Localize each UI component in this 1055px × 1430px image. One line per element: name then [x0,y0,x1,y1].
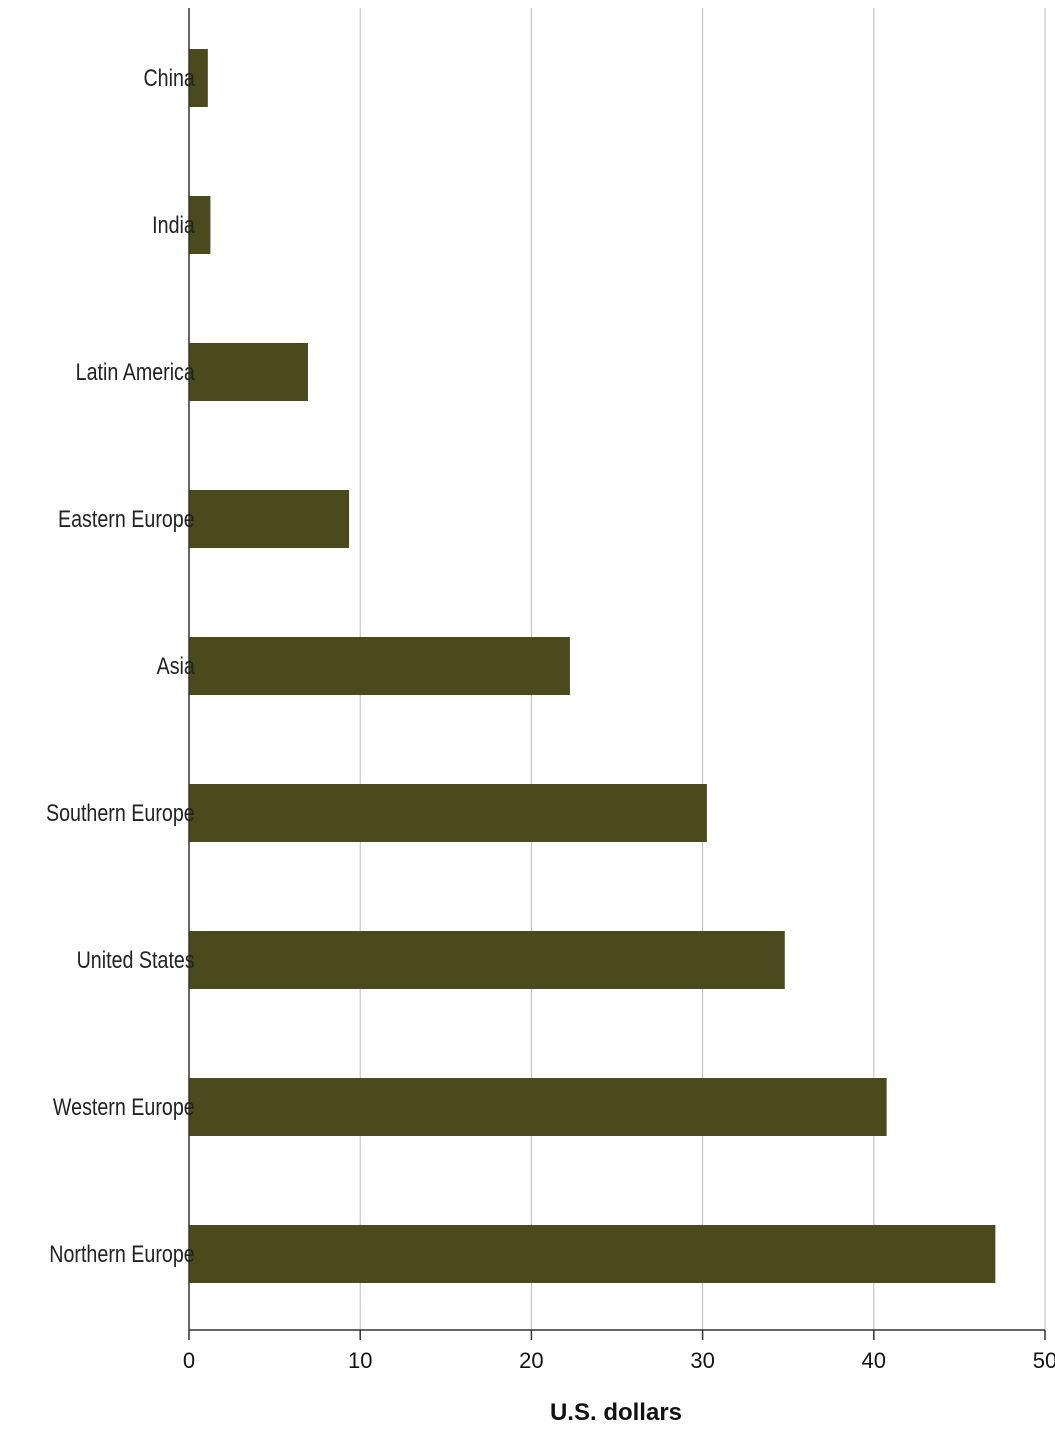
category-label-northern-europe: Northern Europe [49,1240,194,1267]
category-label-eastern-europe: Eastern Europe [58,505,195,532]
axes [188,8,1046,1340]
bar-northern-europe [189,1225,996,1283]
category-label-southern-europe: Southern Europe [46,799,195,826]
bar-latin-america [189,343,308,401]
category-label-india: India [152,211,195,238]
x-tick-label-40: 40 [862,1348,886,1373]
x-tick-label-20: 20 [519,1348,543,1373]
x-tick-label-30: 30 [690,1348,714,1373]
bars [189,49,996,1283]
bar-western-europe [189,1078,887,1136]
x-tick-label-0: 0 [183,1348,195,1373]
category-label-asia: Asia [157,652,196,679]
bar-united-states [189,931,785,989]
category-label-western-europe: Western Europe [53,1093,195,1120]
bar-asia [189,637,570,695]
x-tick-label-10: 10 [348,1348,372,1373]
bar-india [189,196,211,254]
category-label-latin-america: Latin America [76,358,196,385]
x-tick-label-50: 50 [1033,1348,1055,1373]
bar-southern-europe [189,784,707,842]
bar-eastern-europe [189,490,350,548]
category-label-united-states: United States [77,946,195,973]
bar-china [189,49,208,107]
category-label-china: China [143,64,195,91]
category-labels: China India Latin America Eastern Europe Asi… [46,64,196,1267]
x-tick-labels: 0 10 20 30 40 50 [183,1348,1055,1373]
x-axis-title: U.S. dollars [550,1399,682,1425]
